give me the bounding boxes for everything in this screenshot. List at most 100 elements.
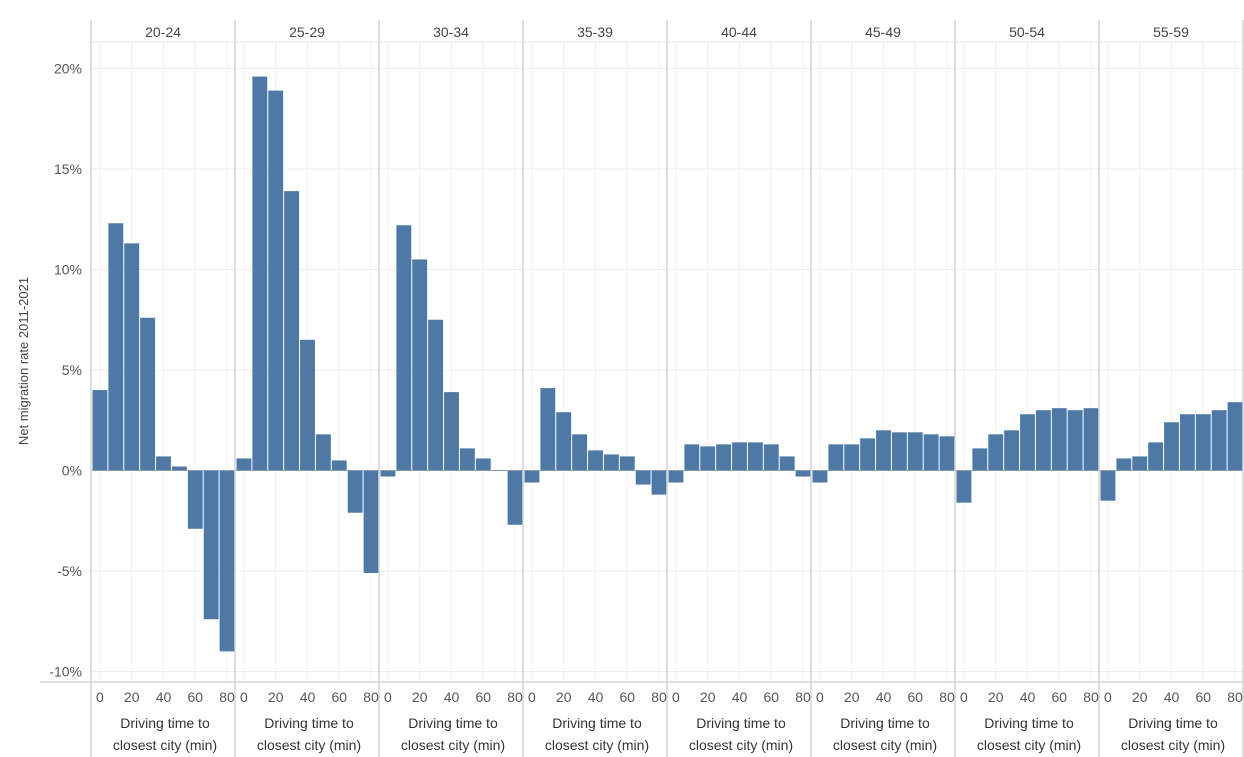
bar <box>956 470 972 503</box>
x-tick-label: 60 <box>1195 689 1211 705</box>
bar <box>668 470 684 483</box>
x-tick-label: 0 <box>240 689 248 705</box>
x-tick-label: 0 <box>384 689 392 705</box>
x-tick-label: 60 <box>187 689 203 705</box>
bars-layer <box>92 76 1243 652</box>
bar <box>1227 402 1243 471</box>
bar <box>1164 422 1179 471</box>
x-axis-title: closest city (min) <box>401 737 505 753</box>
x-tick-label: 80 <box>1227 689 1243 705</box>
x-tick-label: 20 <box>268 689 284 705</box>
x-tick-label: 60 <box>475 689 491 705</box>
bar <box>1211 410 1227 471</box>
x-axis-title: closest city (min) <box>113 737 217 753</box>
bar <box>92 390 108 471</box>
bar <box>844 444 860 471</box>
y-tick-label: 5% <box>62 362 82 378</box>
x-tick-label: 80 <box>1083 689 1099 705</box>
x-tick-label: 20 <box>412 689 428 705</box>
bar <box>812 470 828 483</box>
bar <box>876 430 891 471</box>
bar <box>923 434 939 471</box>
x-tick-label: 40 <box>1020 689 1036 705</box>
x-tick-label: 80 <box>939 689 955 705</box>
x-tick-label: 0 <box>960 689 968 705</box>
x-axis-title: closest city (min) <box>257 737 361 753</box>
x-tick-label: 80 <box>795 689 811 705</box>
y-tick-label: 20% <box>54 61 82 77</box>
bar <box>491 470 507 471</box>
bar <box>1067 410 1083 471</box>
bar <box>140 317 156 471</box>
x-axis-title: Driving time to <box>1128 715 1218 731</box>
x-tick-label: 40 <box>300 689 316 705</box>
bar <box>284 191 300 471</box>
bar <box>619 456 635 471</box>
bar <box>588 450 603 471</box>
bar <box>1132 456 1148 471</box>
bar <box>203 470 219 620</box>
labels-layer: 20% 15% 10% 5% 0% -5% -10% Net migration rate 2… <box>16 24 1243 753</box>
bar <box>763 444 779 471</box>
bar <box>475 458 491 471</box>
bar <box>907 432 923 471</box>
bar <box>363 470 379 574</box>
bar <box>795 470 811 477</box>
bar <box>507 470 523 525</box>
bar <box>124 243 140 471</box>
x-tick-label: 40 <box>156 689 172 705</box>
x-tick-label: 80 <box>507 689 523 705</box>
bar <box>635 470 651 485</box>
bar <box>396 225 412 471</box>
bar <box>1051 408 1067 471</box>
bar <box>315 434 331 471</box>
bar <box>572 434 588 471</box>
x-axis-title: Driving time to <box>552 715 642 731</box>
y-tick-label: 0% <box>62 463 82 479</box>
grid-layer <box>91 42 1243 682</box>
x-axis-title: closest city (min) <box>977 737 1081 753</box>
facet-label: 35-39 <box>577 24 613 40</box>
x-axis-title: closest city (min) <box>1121 737 1225 753</box>
x-tick-label: 80 <box>219 689 235 705</box>
bar <box>171 466 187 471</box>
y-tick-label: -10% <box>49 664 82 680</box>
bar <box>412 259 428 471</box>
facet-label: 40-44 <box>721 24 757 40</box>
facet-label: 55-59 <box>1153 24 1189 40</box>
bar <box>747 442 763 471</box>
x-axis-title: Driving time to <box>984 715 1074 731</box>
x-axis-title: Driving time to <box>408 715 498 731</box>
bar <box>700 446 716 471</box>
x-tick-label: 60 <box>331 689 347 705</box>
bar <box>108 223 124 471</box>
x-axis-title: Driving time to <box>840 715 930 731</box>
bar <box>268 90 284 471</box>
x-tick-label: 20 <box>988 689 1004 705</box>
bar <box>524 470 540 483</box>
bar <box>603 454 619 471</box>
x-tick-label: 40 <box>732 689 748 705</box>
x-tick-label: 20 <box>844 689 860 705</box>
x-tick-label: 20 <box>124 689 140 705</box>
x-axis-title: closest city (min) <box>833 737 937 753</box>
facet-label: 50-54 <box>1009 24 1045 40</box>
y-tick-label: 10% <box>54 262 82 278</box>
bar <box>732 442 747 471</box>
facet-label: 20-24 <box>145 24 181 40</box>
x-tick-label: 0 <box>816 689 824 705</box>
bar <box>939 436 955 471</box>
x-tick-label: 0 <box>672 689 680 705</box>
x-tick-label: 40 <box>876 689 892 705</box>
x-axis-title: Driving time to <box>264 715 354 731</box>
bar <box>556 412 572 471</box>
bar <box>300 339 315 471</box>
bar <box>1179 414 1195 471</box>
x-tick-label: 60 <box>907 689 923 705</box>
bar <box>444 392 459 471</box>
bar <box>380 470 396 477</box>
bar <box>1083 408 1099 471</box>
bar <box>219 470 235 652</box>
facet-label: 30-34 <box>433 24 469 40</box>
x-axis-title: Driving time to <box>120 715 210 731</box>
